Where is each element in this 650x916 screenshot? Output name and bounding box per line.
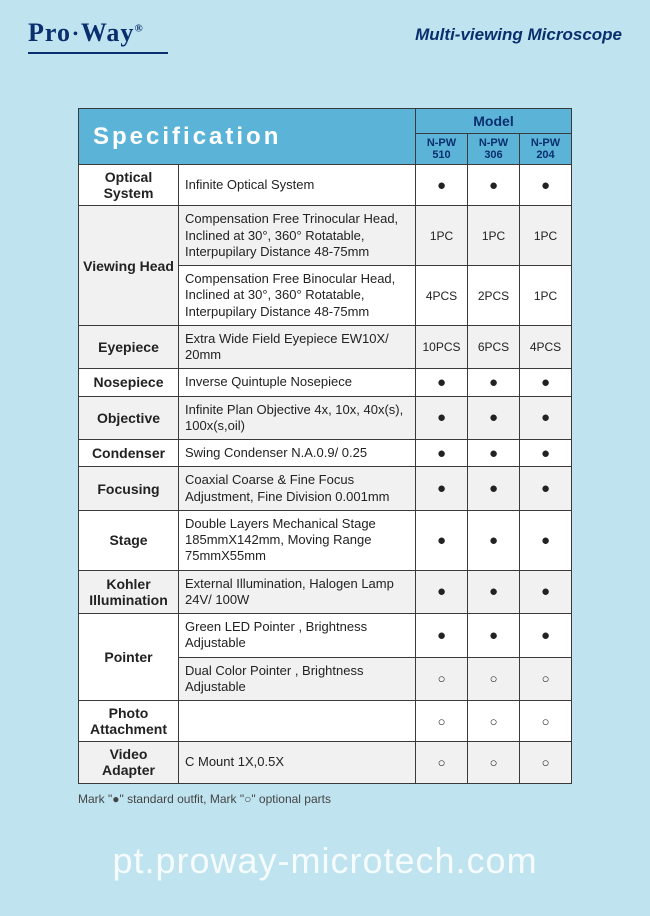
row-header: Nosepiece xyxy=(79,369,179,396)
row-header: Pointer xyxy=(79,614,179,701)
model-col-0: N-PW 510 xyxy=(416,134,468,165)
row-value: 4PCS xyxy=(416,266,468,326)
row-desc: Coaxial Coarse & Fine Focus Adjustment, … xyxy=(179,467,416,511)
logo: Pro•Way® xyxy=(28,18,144,48)
row-value: 1PC xyxy=(520,266,572,326)
header-row-1: Specification Model xyxy=(79,109,572,134)
row-value: 6PCS xyxy=(468,325,520,369)
row-desc: Double Layers Mechanical Stage 185mmX142… xyxy=(179,510,416,570)
watermark: pt.proway-microtech.com xyxy=(0,840,650,882)
model-col-2: N-PW 204 xyxy=(520,134,572,165)
model-header: Model xyxy=(416,109,572,134)
row-desc: Extra Wide Field Eyepiece EW10X/ 20mm xyxy=(179,325,416,369)
logo-reg: ® xyxy=(134,22,143,34)
row-value: ● xyxy=(468,369,520,396)
table-row: Photo Attachment○○○ xyxy=(79,701,572,742)
row-value: ● xyxy=(468,467,520,511)
table-row: FocusingCoaxial Coarse & Fine Focus Adju… xyxy=(79,467,572,511)
row-header: Photo Attachment xyxy=(79,701,179,742)
logo-dot: • xyxy=(71,27,81,42)
table-row: Video AdapterC Mount 1X,0.5X○○○ xyxy=(79,742,572,783)
row-value: ● xyxy=(416,369,468,396)
page-subtitle: Multi-viewing Microscope xyxy=(415,21,622,45)
row-header: Objective xyxy=(79,396,179,440)
row-value: ● xyxy=(468,510,520,570)
row-desc: Compensation Free Binocular Head, Inclin… xyxy=(179,266,416,326)
row-desc: Dual Color Pointer , Brightness Adjustab… xyxy=(179,657,416,701)
row-value: 1PC xyxy=(468,206,520,266)
row-value: 1PC xyxy=(416,206,468,266)
row-value: ● xyxy=(468,440,520,467)
row-value: ● xyxy=(520,614,572,658)
row-value: ● xyxy=(468,614,520,658)
row-header: Stage xyxy=(79,510,179,570)
row-value: ● xyxy=(416,165,468,206)
row-desc: External Illumination, Halogen Lamp 24V/… xyxy=(179,570,416,614)
row-value: ● xyxy=(520,396,572,440)
row-header: Optical System xyxy=(79,165,179,206)
row-value: ○ xyxy=(416,701,468,742)
logo-underline xyxy=(28,52,168,54)
logo-pro: Pro xyxy=(28,18,71,47)
spec-body: Optical SystemInfinite Optical System●●●… xyxy=(79,165,572,783)
table-row: NosepieceInverse Quintuple Nosepiece●●● xyxy=(79,369,572,396)
logo-way: Way xyxy=(81,18,135,47)
table-row: EyepieceExtra Wide Field Eyepiece EW10X/… xyxy=(79,325,572,369)
row-value: ● xyxy=(468,570,520,614)
model-col-1: N-PW 306 xyxy=(468,134,520,165)
row-value: ● xyxy=(416,396,468,440)
row-desc: Infinite Plan Objective 4x, 10x, 40x(s),… xyxy=(179,396,416,440)
table-row: StageDouble Layers Mechanical Stage 185m… xyxy=(79,510,572,570)
row-value: 10PCS xyxy=(416,325,468,369)
row-value: ○ xyxy=(416,742,468,783)
row-value: ● xyxy=(416,570,468,614)
row-header: Video Adapter xyxy=(79,742,179,783)
table-row: PointerGreen LED Pointer , Brightness Ad… xyxy=(79,614,572,658)
row-desc: Swing Condenser N.A.0.9/ 0.25 xyxy=(179,440,416,467)
row-header: Eyepiece xyxy=(79,325,179,369)
row-desc: Green LED Pointer , Brightness Adjustabl… xyxy=(179,614,416,658)
row-value: ○ xyxy=(468,701,520,742)
row-value: 2PCS xyxy=(468,266,520,326)
table-row: CondenserSwing Condenser N.A.0.9/ 0.25●●… xyxy=(79,440,572,467)
table-row: ObjectiveInfinite Plan Objective 4x, 10x… xyxy=(79,396,572,440)
row-desc: Inverse Quintuple Nosepiece xyxy=(179,369,416,396)
row-value: ● xyxy=(520,467,572,511)
row-value: ● xyxy=(416,510,468,570)
row-desc: Infinite Optical System xyxy=(179,165,416,206)
row-value: ● xyxy=(416,440,468,467)
row-header: Viewing Head xyxy=(79,206,179,326)
row-desc xyxy=(179,701,416,742)
row-value: ○ xyxy=(520,701,572,742)
row-value: ● xyxy=(468,396,520,440)
row-desc: Compensation Free Trinocular Head, Incli… xyxy=(179,206,416,266)
row-value: ● xyxy=(468,165,520,206)
row-header: Focusing xyxy=(79,467,179,511)
row-value: ● xyxy=(416,467,468,511)
spec-table-wrap: Specification Model N-PW 510 N-PW 306 N-… xyxy=(78,108,572,784)
row-value: ○ xyxy=(416,657,468,701)
row-value: ● xyxy=(520,570,572,614)
row-value: ○ xyxy=(468,742,520,783)
row-desc: C Mount 1X,0.5X xyxy=(179,742,416,783)
row-value: ○ xyxy=(468,657,520,701)
header: Pro•Way® Multi-viewing Microscope xyxy=(0,0,650,48)
row-header: Kohler Illumination xyxy=(79,570,179,614)
row-value: ● xyxy=(520,165,572,206)
table-row: Viewing HeadCompensation Free Trinocular… xyxy=(79,206,572,266)
row-value: ○ xyxy=(520,657,572,701)
table-row: Kohler IlluminationExternal Illumination… xyxy=(79,570,572,614)
row-value: ● xyxy=(520,510,572,570)
row-header: Condenser xyxy=(79,440,179,467)
table-row: Optical SystemInfinite Optical System●●● xyxy=(79,165,572,206)
row-value: ● xyxy=(520,369,572,396)
row-value: 4PCS xyxy=(520,325,572,369)
spec-title: Specification xyxy=(79,109,416,165)
footnote: Mark "●" standard outfit, Mark "○" optio… xyxy=(78,784,650,806)
row-value: 1PC xyxy=(520,206,572,266)
row-value: ○ xyxy=(520,742,572,783)
row-value: ● xyxy=(520,440,572,467)
spec-table: Specification Model N-PW 510 N-PW 306 N-… xyxy=(78,108,572,784)
row-value: ● xyxy=(416,614,468,658)
